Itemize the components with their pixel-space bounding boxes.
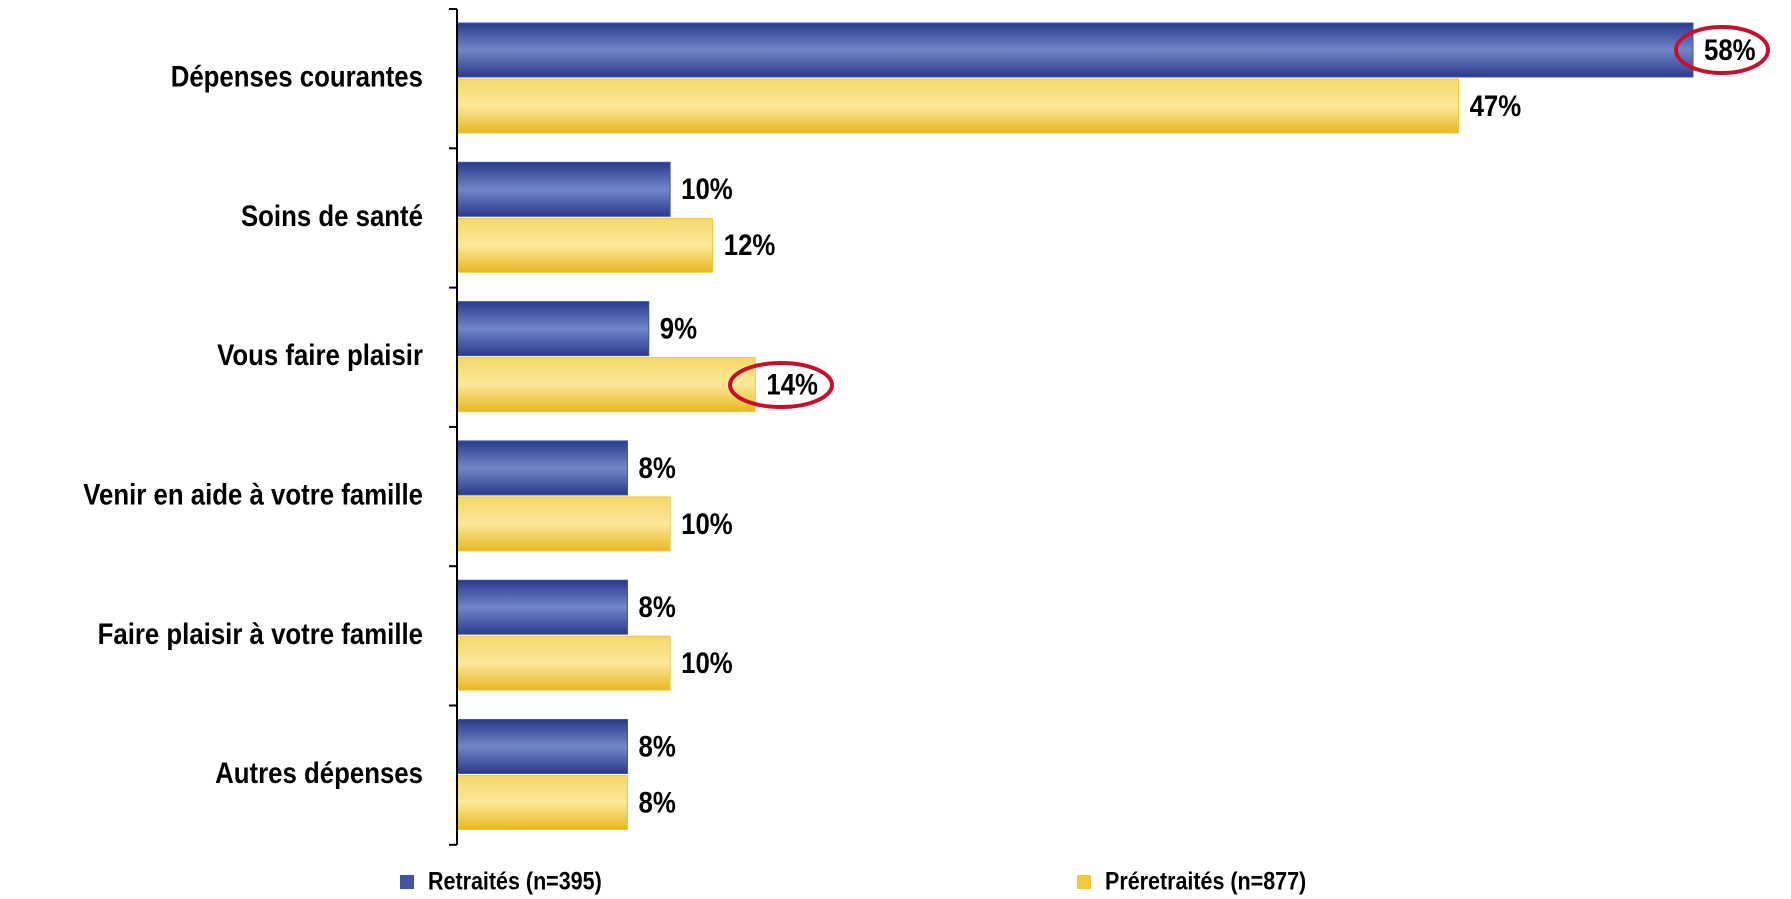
data-label: 8% <box>638 590 675 623</box>
data-label: 8% <box>638 786 675 819</box>
bar <box>456 579 628 635</box>
data-label: 8% <box>638 451 675 484</box>
bar <box>456 22 1694 78</box>
bar <box>456 496 671 552</box>
data-label: 10% <box>681 646 733 679</box>
bar <box>456 217 714 273</box>
bar <box>456 635 671 691</box>
category-label: Autres dépenses <box>215 756 423 789</box>
category-label: Venir en aide à votre famille <box>83 478 423 511</box>
category-label: Faire plaisir à votre famille <box>98 617 423 650</box>
category-label: Vous faire plaisir <box>217 338 423 371</box>
bar <box>456 78 1460 134</box>
category-label: Soins de santé <box>241 199 423 232</box>
bar <box>456 440 628 496</box>
legend-label: Préretraités (n=877) <box>1105 867 1306 895</box>
data-label: 12% <box>724 228 776 261</box>
data-label: 8% <box>638 730 675 763</box>
legend-swatch <box>400 875 414 889</box>
highlight-circle <box>1674 25 1770 75</box>
category-label: Dépenses courantes <box>171 60 423 93</box>
bar <box>456 719 628 774</box>
data-label: 10% <box>681 172 733 205</box>
data-label: 47% <box>1470 89 1522 122</box>
data-label: 58% <box>1704 33 1756 66</box>
legend-swatch <box>1077 875 1091 889</box>
highlight-circle <box>728 361 834 409</box>
legend-label: Retraités (n=395) <box>428 867 602 895</box>
bar <box>456 301 650 357</box>
data-label: 14% <box>766 368 818 401</box>
bar <box>456 357 756 413</box>
data-label: 10% <box>681 507 733 540</box>
data-label: 9% <box>660 312 697 345</box>
bar <box>456 775 628 830</box>
bar <box>456 161 671 217</box>
